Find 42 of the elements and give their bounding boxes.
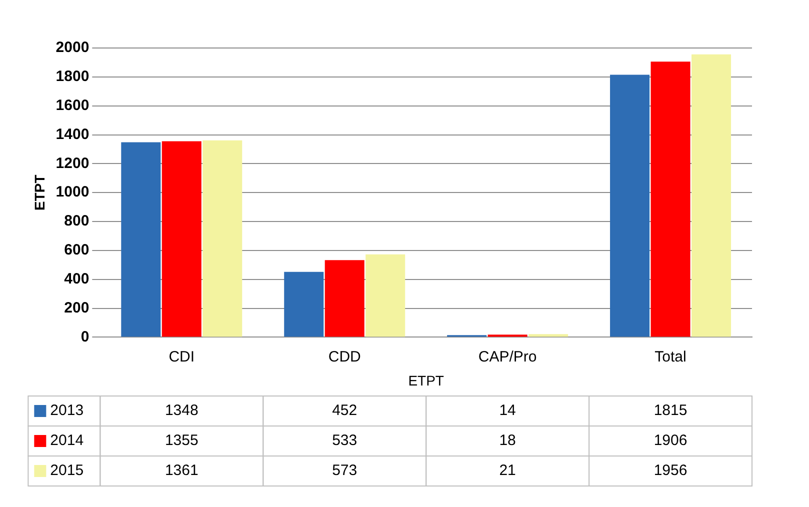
bar: [324, 260, 364, 337]
bar: [610, 74, 650, 337]
y-tick-label: 0: [80, 328, 90, 346]
y-tick-label: 400: [64, 270, 90, 288]
data-label: 18: [499, 432, 516, 450]
bar: [284, 272, 324, 337]
data-label: 1906: [654, 432, 688, 450]
y-axis-title: ETPT: [31, 174, 48, 210]
bar: [162, 141, 202, 337]
x-axis-title: ETPT: [408, 372, 444, 388]
y-tick-label: 1000: [56, 184, 90, 201]
bar: [528, 334, 568, 337]
y-tick-label: 1200: [56, 154, 90, 172]
x-tick-label: CDD: [328, 348, 362, 366]
y-tick-label: 800: [64, 212, 90, 230]
y-tick-label: 200: [64, 299, 90, 316]
data-label: 533: [332, 432, 358, 450]
y-tick-label: 2000: [56, 39, 90, 56]
legend-label: 2013: [50, 402, 84, 420]
legend-label: 2014: [50, 432, 84, 450]
x-tick-label: CAP/Pro: [478, 348, 537, 366]
y-tick-label: 1800: [56, 68, 90, 86]
data-label: 1355: [164, 432, 198, 450]
data-label: 1348: [164, 402, 198, 420]
data-label: 452: [332, 402, 358, 420]
y-tick-label: 1400: [56, 126, 90, 143]
data-label: 1815: [654, 402, 688, 420]
y-tick-label: 600: [64, 242, 90, 259]
y-tick-label: 1600: [56, 96, 90, 114]
data-label: 1956: [654, 462, 688, 480]
data-label: 573: [332, 462, 358, 480]
bar: [692, 54, 732, 337]
bar: [650, 62, 690, 337]
data-label: 1361: [164, 462, 198, 480]
bar: [366, 254, 406, 337]
x-tick-label: Total: [654, 348, 686, 366]
x-tick-label: CDI: [168, 348, 195, 366]
legend-label: 2015: [50, 462, 84, 480]
bar: [121, 142, 161, 337]
data-label: 14: [499, 402, 516, 420]
bar: [202, 140, 242, 337]
data-label: 21: [499, 462, 516, 480]
